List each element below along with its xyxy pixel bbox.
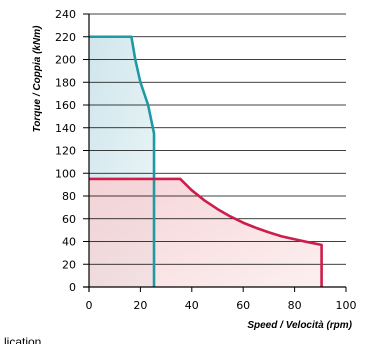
x-tick-label: 60 (236, 299, 250, 312)
y-tick-label: 120 (55, 145, 76, 158)
corner-text: lication (4, 335, 41, 344)
y-tick-label: 100 (55, 167, 76, 180)
y-tick-label: 180 (55, 76, 76, 89)
y-tick-label: 0 (69, 281, 76, 294)
y-tick-label: 20 (62, 258, 76, 271)
y-tick-label: 60 (62, 213, 76, 226)
y-tick-label: 80 (62, 190, 76, 203)
y-tick-label: 220 (55, 31, 76, 44)
y-tick-label: 160 (55, 99, 76, 112)
y-tick-label: 200 (55, 54, 76, 67)
series-fills (89, 37, 322, 287)
series-fill-2 (89, 179, 322, 287)
x-tick-label: 40 (185, 299, 199, 312)
x-axis-label: Speed / Velocità (rpm) (247, 320, 352, 331)
y-tick-label: 240 (55, 8, 76, 21)
y-tick-label: 40 (62, 236, 76, 249)
x-tick-label: 80 (288, 299, 302, 312)
x-tick-label: 0 (86, 299, 93, 312)
y-tick-label: 140 (55, 122, 76, 135)
x-tick-label: 20 (133, 299, 147, 312)
x-tick-label: 100 (336, 299, 357, 312)
y-axis-label: Torque / Coppia (kNm) (32, 25, 43, 133)
